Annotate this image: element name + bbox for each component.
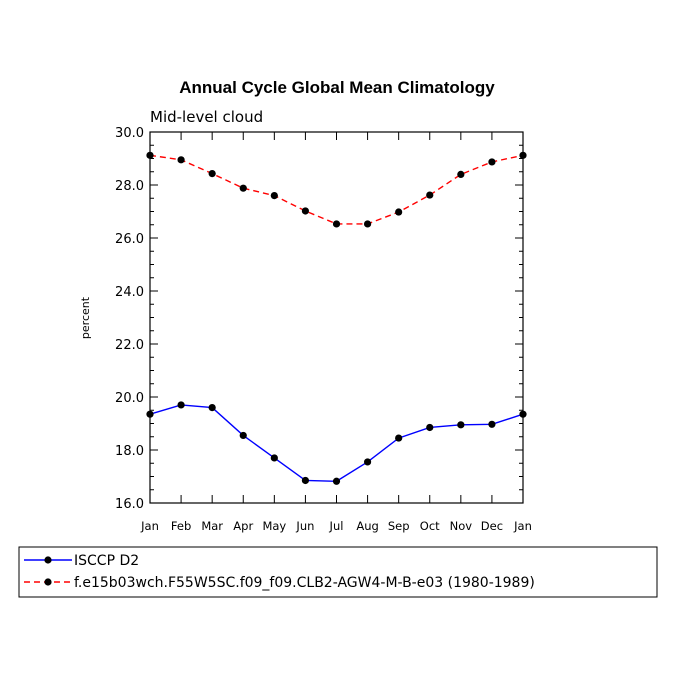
legend-marker-2 (44, 578, 52, 586)
data-point (146, 151, 154, 159)
legend: ISCCP D2 f.e15b03wch.F55W5SC.f09_f09.CLB2… (18, 546, 658, 598)
data-point (488, 420, 496, 428)
data-point (177, 156, 185, 164)
x-tick-label: Feb (171, 519, 191, 533)
y-tick-label: 22.0 (115, 338, 144, 353)
data-point (457, 170, 465, 178)
data-point (239, 431, 247, 440)
legend-marker-1 (44, 556, 52, 564)
x-tick-label: Aug (356, 519, 378, 533)
x-axis-ticks: Jan Feb Mar Apr May Jun Jul Aug Sep Oct Nov Dec Jan (140, 132, 532, 533)
data-point (332, 220, 341, 228)
y-tick-label: 16.0 (115, 497, 144, 512)
data-point (301, 207, 310, 215)
data-point (270, 192, 278, 200)
x-tick-label: Mar (201, 519, 223, 533)
data-point (208, 404, 216, 412)
data-point (519, 151, 527, 159)
legend-label-1: ISCCP D2 (74, 553, 139, 569)
data-point (301, 476, 310, 485)
y-axis-ticks: 16.0 18.0 20.0 22.0 24.0 26.0 28.0 30.0 (115, 126, 523, 512)
x-tick-label: Jan (513, 519, 532, 533)
y-tick-label: 20.0 (115, 391, 144, 406)
y-tick-label: 28.0 (115, 179, 144, 194)
data-point (457, 421, 465, 429)
series-group (146, 151, 527, 485)
x-tick-label: May (262, 519, 286, 533)
legend-box (18, 546, 658, 598)
x-tick-label: Jun (295, 519, 314, 533)
x-tick-label: Sep (388, 519, 410, 533)
data-point (426, 191, 434, 199)
x-tick-label: Oct (420, 519, 440, 533)
data-point (519, 410, 527, 418)
x-tick-label: Nov (450, 519, 473, 533)
data-point (395, 434, 403, 442)
chart-subtitle: Mid-level cloud (150, 108, 263, 126)
x-tick-label: Apr (233, 519, 253, 533)
data-point (488, 158, 496, 166)
data-point (239, 184, 247, 192)
data-point (177, 401, 185, 409)
data-point (332, 477, 341, 485)
data-point (270, 454, 278, 462)
x-tick-label: Dec (481, 519, 503, 533)
y-tick-label: 30.0 (115, 126, 144, 141)
y-tick-label: 24.0 (115, 285, 144, 300)
chart-title: Annual Cycle Global Mean Climatology (179, 78, 495, 97)
x-tick-label: Jan (140, 519, 159, 533)
data-point (395, 208, 403, 216)
data-point (426, 423, 434, 432)
legend-label-2: f.e15b03wch.F55W5SC.f09_f09.CLB2-AGW4-M-… (74, 575, 535, 591)
y-axis-label: percent (79, 296, 92, 339)
data-point (363, 458, 372, 466)
x-tick-label: Jul (329, 519, 344, 533)
y-tick-label: 18.0 (115, 444, 144, 459)
data-point (363, 220, 372, 228)
data-point (208, 170, 216, 178)
y-tick-label: 26.0 (115, 232, 144, 247)
data-point (146, 410, 154, 418)
